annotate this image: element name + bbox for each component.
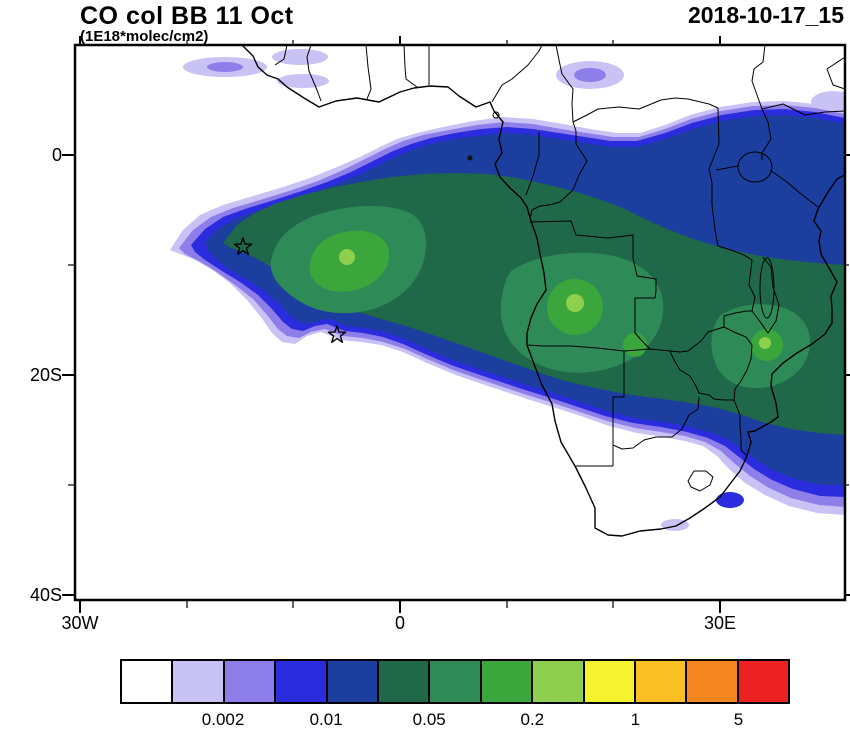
colorbar-cell: [533, 661, 585, 702]
lesotho-outline: [687, 470, 714, 492]
country-borders: [274, 45, 845, 467]
co-plume-patch: [272, 49, 328, 65]
colorbar-cell: [635, 661, 688, 702]
lake-victoria-outline: [737, 151, 773, 183]
co-plume-level-8: [759, 337, 771, 349]
y-axis-label-40s: 40S: [29, 585, 62, 605]
colorbar-cells: [120, 659, 790, 704]
colorbar-cell: [584, 661, 636, 702]
co-plume-patch: [574, 68, 606, 82]
y-axis-label-0: 0: [51, 145, 62, 165]
axis-ticks: [62, 36, 850, 613]
colorbar-cell: [378, 661, 431, 702]
colorbar-tick-label: 0.2: [520, 710, 545, 729]
co-plume-patch: [716, 492, 744, 508]
star-marker-icon: [233, 237, 253, 255]
sao-tome-island-dot: [467, 155, 473, 161]
colorbar-cell: [276, 661, 328, 702]
units-label: (1E18*molec/cm2): [80, 28, 209, 45]
page-title: CO col BB 11 Oct: [80, 2, 294, 30]
co-plume-level-8: [566, 294, 584, 312]
co-plume-patch: [207, 62, 243, 72]
colorbar-tick-label: 1: [630, 710, 641, 729]
co-plume-patch: [811, 91, 845, 113]
co-plume-level-8: [339, 249, 355, 265]
coastline: [241, 45, 845, 537]
co-plume-patch: [277, 74, 329, 88]
colorbar: 0.002 0.01 0.05 0.2 1 5: [120, 659, 790, 729]
y-axis-label-20s: 20S: [29, 365, 62, 385]
colorbar-tick-label: 0.002: [201, 710, 245, 729]
colorbar-cell: [430, 661, 482, 702]
colorbar-tick-label: 0.01: [309, 710, 343, 729]
x-axis-label-30e: 30E: [703, 613, 737, 633]
colorbar-cell: [224, 661, 277, 702]
colorbar-tick-label: 5: [733, 710, 744, 729]
x-axis-label-0: 0: [394, 613, 405, 633]
colorbar-cell: [327, 661, 379, 702]
bioko-island-outline: [492, 111, 500, 119]
colorbar-cell: [481, 661, 534, 702]
colorbar-tick-label: 0.05: [412, 710, 446, 729]
lake-malawi-outline: [759, 257, 775, 319]
colorbar-cell: [738, 661, 789, 702]
colorbar-cell: [173, 661, 225, 702]
axis-minor-ticks: [68, 40, 849, 608]
colorbar-cell: [687, 661, 739, 702]
map-frame: [73, 43, 847, 602]
x-axis-label-30w: 30W: [61, 613, 99, 633]
colorbar-cell: [122, 661, 174, 702]
star-marker-icon: [327, 325, 347, 343]
co-plume-level-7: [623, 333, 647, 357]
datetime-label: 2018-10-17_15: [687, 2, 844, 28]
